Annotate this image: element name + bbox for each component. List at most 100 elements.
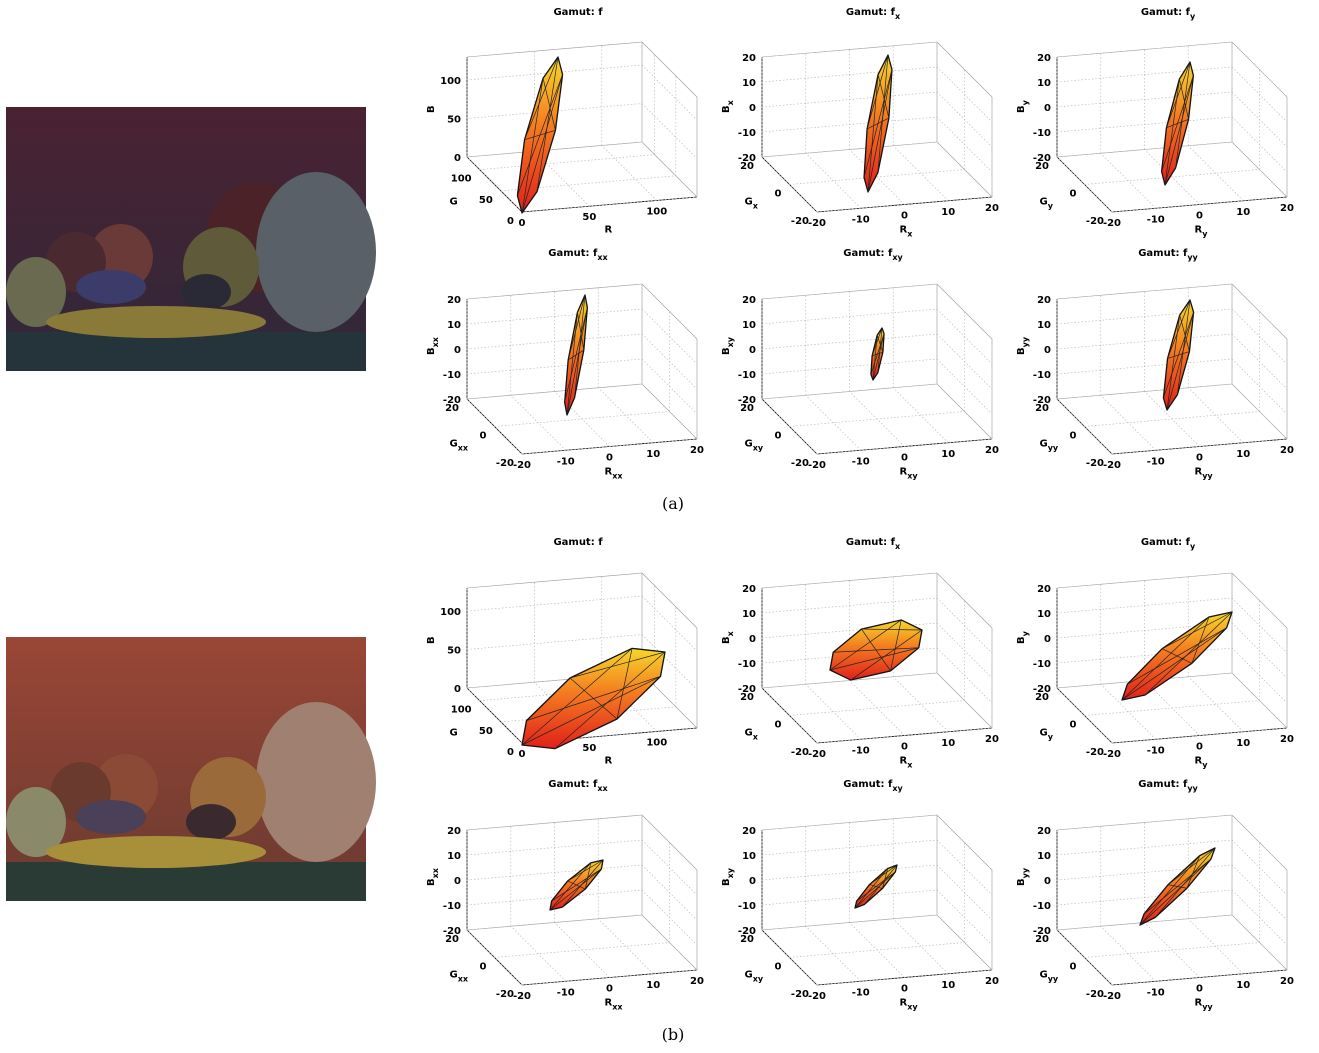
box-edge	[466, 41, 643, 58]
grid-line	[789, 169, 965, 185]
grid-line	[641, 308, 698, 365]
box-edge	[641, 41, 698, 98]
r-axis-label: Rxy	[900, 467, 919, 481]
grid-line	[761, 864, 938, 881]
r-tick-label: 100	[646, 737, 667, 748]
g-axis-label-sub: xy	[753, 444, 764, 453]
plot-title: Gamut: fx	[846, 537, 901, 551]
r-axis-label-sub: x	[907, 230, 913, 239]
grid-line	[761, 383, 938, 400]
b-tick-label: 0	[1044, 345, 1051, 356]
grid-line	[1056, 597, 1233, 614]
grid-line	[1056, 66, 1233, 83]
hull-edge	[854, 871, 896, 909]
r-tick-label: 20	[985, 203, 999, 214]
g-axis-label-sub: x	[753, 733, 759, 742]
b-tick-label: 20	[1037, 584, 1051, 595]
grid-line	[936, 864, 993, 921]
plot-title: Gamut: fy	[1141, 537, 1196, 551]
grid-line	[1056, 141, 1233, 158]
b-tick-label: 0	[454, 345, 461, 356]
grid-line	[1231, 66, 1288, 123]
plot-title: Gamut: f	[553, 537, 603, 548]
g-tick-label: 20	[740, 692, 754, 703]
grid-line	[1231, 358, 1288, 415]
b-tick-label: -20	[738, 684, 756, 695]
r-axis-label: Rxy	[900, 998, 919, 1012]
b-axis-label: Byy	[1016, 867, 1030, 886]
plot-title-sub: y	[1190, 12, 1196, 21]
b-tick-label: 0	[454, 876, 461, 887]
g-tick-label: 0	[1070, 431, 1077, 442]
grid-line	[1188, 918, 1244, 974]
grid-line	[936, 333, 993, 390]
b-axis-label: Bxy	[721, 867, 735, 886]
grid-line	[641, 141, 698, 198]
grid-line	[1231, 572, 1288, 629]
b-tick-label: -10	[1033, 659, 1051, 670]
hull-edge	[551, 868, 602, 902]
grid-line	[1231, 308, 1288, 365]
grid-line	[466, 141, 643, 158]
g-axis-label-base: G	[745, 728, 753, 739]
grid-line	[466, 864, 643, 881]
b-tick-label: -20	[1033, 153, 1051, 164]
r-tick-label: 20	[1280, 734, 1294, 745]
grid-line	[1111, 438, 1288, 455]
grid-line	[479, 154, 655, 170]
g-axis-label-sub: yy	[1048, 444, 1059, 453]
g-axis-label-sub: x	[753, 202, 759, 211]
grid-line	[641, 333, 698, 390]
g-tick-label: -20	[791, 747, 809, 758]
b-axis-label: Bx	[721, 99, 735, 113]
grid-line	[641, 595, 698, 652]
grid-line	[893, 676, 949, 732]
r-axis-label: Ryy	[1195, 998, 1214, 1012]
hull-edge	[1166, 312, 1194, 411]
r-tick-label: 10	[941, 449, 955, 460]
hull-edge	[1191, 616, 1210, 664]
r-axis-label: Ry	[1195, 756, 1209, 770]
r-tick-label: -20	[808, 218, 826, 229]
b-axis-label: Bxx	[426, 336, 440, 355]
grid-line	[641, 839, 698, 896]
r-axis-label-sub: yy	[1202, 472, 1213, 481]
grid-line	[641, 634, 698, 690]
grid-line	[1056, 622, 1233, 639]
hull-edge	[867, 69, 893, 193]
r-tick-label: -20	[808, 460, 826, 471]
plot-title: Gamut: fxx	[548, 248, 608, 262]
g-tick-label: -20	[791, 989, 809, 1000]
g-axis-label-base: G	[450, 439, 458, 450]
r-axis-label: Ry	[1195, 225, 1209, 239]
grid-line	[466, 595, 643, 612]
grid-line	[805, 684, 861, 740]
grid-line	[1056, 283, 1233, 300]
hull-edge	[567, 859, 604, 882]
grid-line	[466, 839, 643, 856]
hull-edge	[1121, 627, 1227, 701]
grid-line	[1231, 41, 1288, 98]
b-tick-label: 50	[447, 646, 461, 657]
grid-line	[893, 387, 949, 443]
r-tick-label: 50	[582, 743, 596, 754]
r-axis-label-base: R	[1195, 225, 1203, 236]
b-tick-label: 20	[742, 826, 756, 837]
r-tick-label: 0	[519, 749, 526, 760]
plot-title: Gamut: fxy	[843, 248, 903, 262]
hull-edge	[829, 619, 902, 671]
b-tick-label: 100	[440, 607, 461, 618]
g-tick-label: 20	[1035, 934, 1049, 945]
b-axis-label-base: B	[426, 347, 437, 355]
hull-edge	[1139, 858, 1212, 926]
grid-line	[761, 308, 938, 325]
b-axis-label-base: B	[1016, 636, 1027, 644]
plot-title-sub: y	[1190, 542, 1196, 551]
b-tick-label: 0	[749, 634, 756, 645]
grid-line	[1231, 814, 1288, 871]
grid-line	[1056, 647, 1233, 664]
hull-edge	[882, 868, 889, 889]
g-tick-label: 50	[479, 726, 493, 737]
